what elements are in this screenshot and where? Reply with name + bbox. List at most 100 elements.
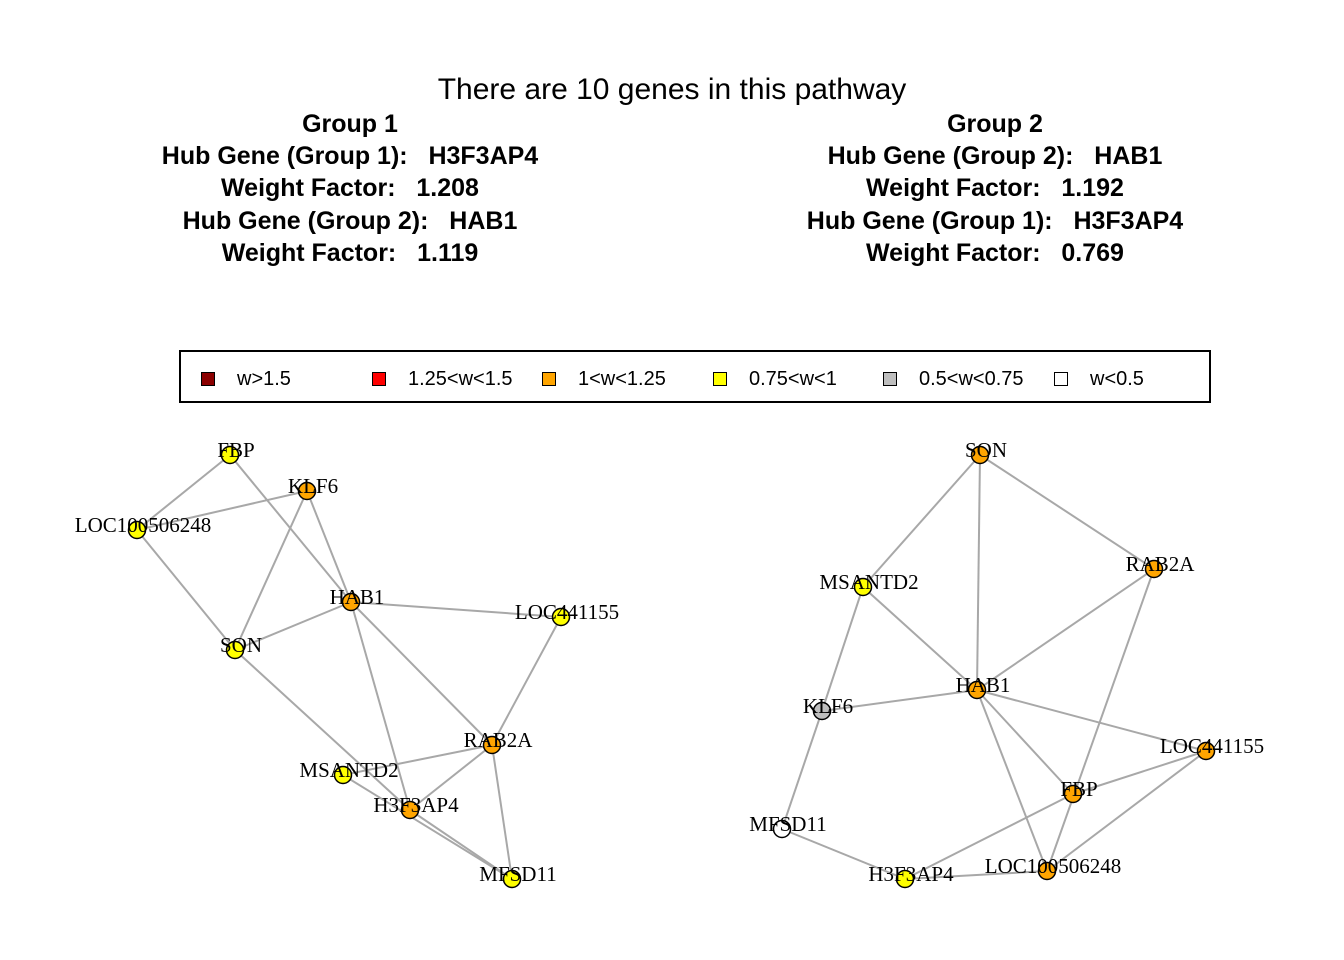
node-MFSD11 bbox=[502, 869, 522, 889]
legend-label: 1<w<1.25 bbox=[578, 367, 666, 390]
node-label-MSANTD2: MSANTD2 bbox=[819, 570, 918, 594]
node-label-KLF6: KLF6 bbox=[288, 474, 338, 498]
edge-HAB1-KLF6 bbox=[821, 689, 978, 712]
group-1-hub-gene-2: Hub Gene (Group 2): HAB1 bbox=[182, 206, 518, 235]
node-label-FBP: FBP bbox=[1060, 777, 1097, 801]
edge-RAB2A-MSANTD2 bbox=[342, 744, 493, 776]
legend-label: w<0.5 bbox=[1090, 367, 1144, 390]
page-title: There are 10 genes in this pathway bbox=[437, 73, 907, 106]
legend-swatch-dark-red bbox=[201, 372, 215, 386]
edge-HAB1-SON bbox=[234, 601, 352, 651]
group-2-hub-gene-2: Hub Gene (Group 1): H3F3AP4 bbox=[806, 206, 1184, 235]
edge-RAB2A-LOC100506248 bbox=[1046, 568, 1155, 872]
legend-swatch-white bbox=[1054, 372, 1068, 386]
edge-SON-H3F3AP4 bbox=[234, 649, 411, 811]
node-label-FBP: FBP bbox=[217, 438, 254, 462]
edge-MSANTD2-KLF6 bbox=[821, 586, 864, 712]
edge-H3F3AP4-LOC100506248 bbox=[904, 870, 1048, 880]
edge-MSANTD2-MFSD11 bbox=[342, 774, 513, 880]
legend: w>1.5 1.25<w<1.5 1<w<1.25 0.75<w<1 0.5<w… bbox=[179, 350, 1211, 403]
node-LOC441155 bbox=[551, 607, 571, 627]
edge-SON-RAB2A bbox=[979, 454, 1155, 570]
edge-LOC100506248-SON bbox=[136, 529, 236, 651]
legend-item-white: w<0.5 bbox=[1054, 367, 1144, 390]
legend-item-dark-red: w>1.5 bbox=[201, 367, 291, 390]
node-label-SON: SON bbox=[965, 438, 1007, 462]
edge-RAB2A-HAB1 bbox=[976, 568, 1155, 691]
edge-H3F3AP4-MFSD11 bbox=[409, 809, 513, 880]
node-label-LOC441155: LOC441155 bbox=[515, 600, 619, 624]
node-label-MFSD11: MFSD11 bbox=[749, 812, 826, 836]
group-2-heading: Group 2 bbox=[947, 110, 1043, 138]
edge-FBP-LOC100506248 bbox=[136, 454, 231, 531]
node-label-MFSD11: MFSD11 bbox=[479, 862, 556, 886]
edge-KLF6-SON bbox=[234, 490, 308, 651]
edge-KLF6-MFSD11 bbox=[781, 710, 823, 830]
node-label-H3F3AP4: H3F3AP4 bbox=[868, 862, 954, 886]
node-MFSD11 bbox=[772, 819, 792, 839]
node-RAB2A bbox=[1144, 559, 1164, 579]
legend-item-orange: 1<w<1.25 bbox=[542, 367, 666, 390]
node-HAB1 bbox=[341, 592, 361, 612]
group-1-hub-gene-1: Hub Gene (Group 1): H3F3AP4 bbox=[161, 142, 539, 171]
node-label-HAB1: HAB1 bbox=[956, 673, 1011, 697]
legend-swatch-orange bbox=[542, 372, 556, 386]
edge-HAB1-FBP bbox=[976, 689, 1074, 795]
node-H3F3AP4 bbox=[400, 800, 420, 820]
node-label-SON: SON bbox=[220, 633, 262, 657]
network-group2: SON RAB2A MSANTD2 HAB1 KLF6 LOC441155 FBP MFSD1… bbox=[749, 438, 1264, 889]
legend-label: w>1.5 bbox=[237, 367, 291, 390]
node-label-H3F3AP4: H3F3AP4 bbox=[373, 793, 459, 817]
edge-MSANTD2-HAB1 bbox=[862, 586, 978, 691]
node-label-MSANTD2: MSANTD2 bbox=[299, 758, 398, 782]
legend-label: 0.5<w<0.75 bbox=[919, 367, 1024, 390]
legend-swatch-yellow bbox=[713, 372, 727, 386]
group-2-hub-gene-1: Hub Gene (Group 2): HAB1 bbox=[827, 142, 1163, 171]
edge-RAB2A-H3F3AP4 bbox=[409, 744, 493, 811]
legend-item-red: 1.25<w<1.5 bbox=[372, 367, 513, 390]
edge-FBP-LOC441155 bbox=[1072, 750, 1207, 795]
node-KLF6 bbox=[297, 481, 317, 501]
node-FBP bbox=[220, 445, 240, 465]
node-LOC441155 bbox=[1196, 741, 1216, 761]
group-1-weight-factor-2: Weight Factor: 1.119 bbox=[221, 238, 479, 267]
node-MSANTD2 bbox=[853, 577, 873, 597]
legend-swatch-red bbox=[372, 372, 386, 386]
node-label-KLF6: KLF6 bbox=[803, 694, 853, 718]
edge-SON-HAB1 bbox=[976, 454, 981, 691]
edge-HAB1-LOC100506248 bbox=[976, 689, 1048, 872]
edge-HAB1-H3F3AP4 bbox=[350, 601, 411, 811]
node-LOC100506248 bbox=[127, 520, 147, 540]
group-2-summary: Group 2 Hub Gene (Group 2): HAB1 Weight … bbox=[715, 108, 1275, 269]
legend-swatch-grey bbox=[883, 372, 897, 386]
legend-label: 0.75<w<1 bbox=[749, 367, 837, 390]
node-label-RAB2A: RAB2A bbox=[1126, 552, 1196, 576]
node-KLF6 bbox=[812, 701, 832, 721]
edge-RAB2A-MFSD11 bbox=[491, 744, 513, 880]
edge-KLF6-HAB1 bbox=[306, 490, 352, 603]
node-SON bbox=[225, 640, 245, 660]
node-HAB1 bbox=[967, 680, 987, 700]
node-label-HAB1: HAB1 bbox=[330, 585, 385, 609]
node-label-LOC441155: LOC441155 bbox=[1160, 734, 1264, 758]
node-RAB2A bbox=[482, 735, 502, 755]
edge-HAB1-LOC441155 bbox=[350, 601, 562, 618]
legend-item-grey: 0.5<w<0.75 bbox=[883, 367, 1024, 390]
group-2-weight-factor-2: Weight Factor: 0.769 bbox=[866, 238, 1124, 267]
node-label-LOC100506248: LOC100506248 bbox=[75, 513, 212, 537]
node-MSANTD2 bbox=[333, 765, 353, 785]
group-2-weight-factor-1: Weight Factor: 1.192 bbox=[866, 174, 1124, 203]
node-FBP bbox=[1063, 784, 1083, 804]
legend-label: 1.25<w<1.5 bbox=[408, 367, 513, 390]
edge-HAB1-LOC441155 bbox=[976, 689, 1207, 752]
node-H3F3AP4 bbox=[895, 869, 915, 889]
edge-SON-MSANTD2 bbox=[862, 454, 981, 588]
edge-HAB1-RAB2A bbox=[350, 601, 493, 746]
edge-H3F3AP4-FBP bbox=[904, 793, 1074, 880]
edge-KLF6-LOC100506248 bbox=[136, 490, 308, 531]
group-1-summary: Group 1 Hub Gene (Group 1): H3F3AP4 Weig… bbox=[70, 108, 630, 269]
group-1-weight-factor-1: Weight Factor: 1.208 bbox=[221, 174, 479, 203]
edge-LOC441155-RAB2A bbox=[491, 616, 562, 746]
node-LOC100506248 bbox=[1037, 861, 1057, 881]
